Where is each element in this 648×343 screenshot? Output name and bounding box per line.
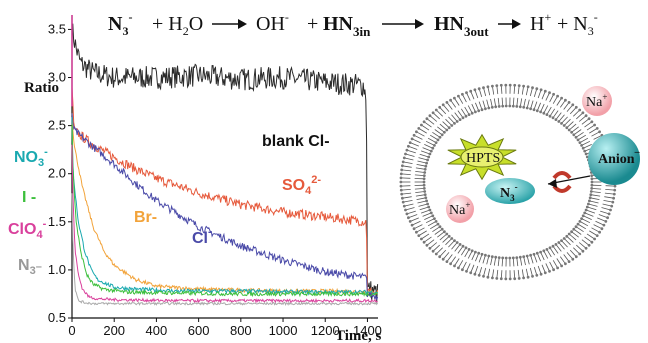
transporter-channel-icon (552, 171, 572, 193)
svg-text:+ N3-: + N3- (557, 10, 598, 38)
hpts-star-icon: HPTS (447, 133, 517, 181)
label-cl: Cl- (192, 226, 212, 247)
x-tick-label: 0 (68, 323, 75, 338)
x-tick-label: 1200 (311, 323, 340, 338)
n3-inside-oval: N3- (485, 178, 535, 204)
svg-text:N3-: N3- (108, 10, 132, 38)
x-tick-label: 1400 (353, 323, 382, 338)
ratio-time-chart: 0 200 400 600 800 1000 1200 1400 0.5 1.0 1.5 2.0 2.5… (8, 15, 382, 343)
x-tick-label: 600 (188, 323, 210, 338)
label-clo4: ClO4- (8, 218, 47, 241)
svg-text:N3-: N3- (500, 182, 518, 203)
series-line-clo4- (71, 144, 378, 304)
lipid-bilayer (399, 83, 617, 281)
y-tick-label: 1.0 (48, 262, 66, 277)
y-tick-label: 1.5 (48, 214, 66, 229)
reaction-equation: N3- + H2O OH- + HN3in HN3out H+ + N3- (108, 10, 598, 39)
x-tick-label: 800 (230, 323, 252, 338)
arrow-3 (498, 19, 521, 29)
arrow-1 (212, 19, 247, 29)
na-outside-bubble: Na+ (582, 86, 612, 116)
y-tick-label: 2.0 (48, 166, 66, 181)
label-br: Br- (134, 209, 157, 226)
series-line-cl- (71, 113, 379, 300)
svg-text:H+: H+ (530, 10, 551, 35)
y-tick-label: 3.0 (48, 70, 66, 85)
influx-arrow-icon (547, 175, 591, 188)
vesicle-schematic: HPTS Na+ Na+ (399, 83, 641, 281)
series-line-i- (71, 124, 379, 298)
label-n3: N3– (18, 257, 42, 277)
series-line-n3- (71, 193, 379, 306)
y-tick-label: 0.5 (48, 310, 66, 325)
x-tick-label: 1000 (269, 323, 298, 338)
label-so4: SO42- (282, 174, 321, 197)
svg-text:Na+: Na+ (586, 92, 607, 110)
label-no3: NO3- (14, 146, 48, 169)
y-tick-label: 2.5 (48, 118, 66, 133)
y-tick-label: 3.5 (48, 21, 66, 36)
svg-text:+ H2O: + H2O (152, 13, 203, 38)
svg-text:+: + (307, 13, 318, 35)
series-line-blank-cl- (71, 23, 379, 303)
series-line-so4-2- (71, 87, 379, 297)
y-axis-label: Ratio (24, 80, 59, 96)
na-inside-bubble: Na+ (446, 195, 474, 223)
svg-text:Na+: Na+ (449, 200, 470, 218)
label-i: I - (22, 189, 36, 206)
svg-text:HN3in: HN3in (323, 13, 371, 39)
x-tick-label: 400 (146, 323, 168, 338)
svg-text:Anion–: Anion– (598, 147, 641, 167)
x-tick-label: 200 (103, 323, 125, 338)
x-axis-label: Time, s (335, 328, 382, 343)
svg-text:OH-: OH- (256, 10, 289, 35)
anion-sphere: Anion– (588, 133, 641, 185)
series-line-br- (71, 117, 379, 295)
svg-text:HPTS: HPTS (466, 151, 500, 166)
arrow-2 (382, 19, 424, 29)
svg-text:HN3out: HN3out (434, 13, 489, 39)
label-blank-cl: blank Cl- (262, 133, 330, 150)
